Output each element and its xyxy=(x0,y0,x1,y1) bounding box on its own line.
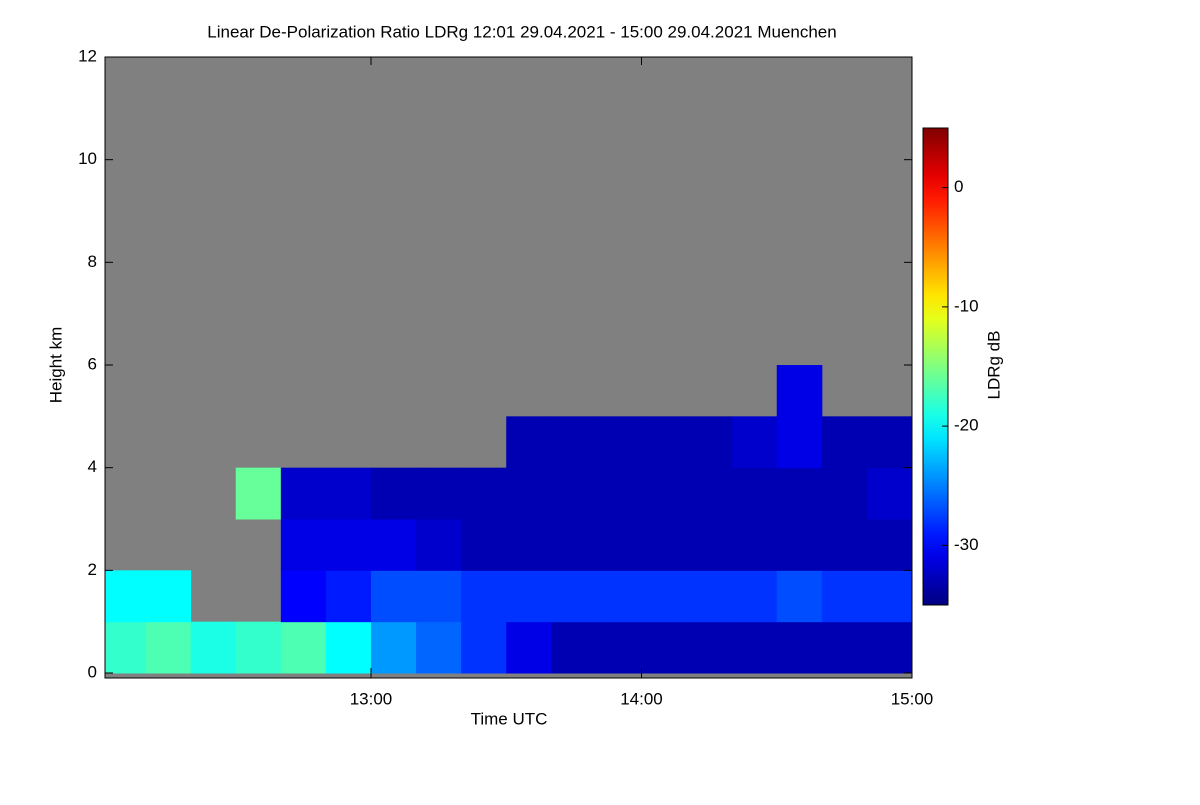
y-axis-label: Height km xyxy=(46,327,65,404)
heatmap-cell xyxy=(370,467,417,520)
heatmap-cell xyxy=(325,519,372,571)
colorbar xyxy=(922,127,949,606)
heatmap-cell xyxy=(776,365,823,417)
heatmap-cell xyxy=(370,519,417,571)
heatmap-cell xyxy=(686,467,733,520)
y-tick-label: 2 xyxy=(88,560,97,579)
heatmap-cell xyxy=(370,570,417,623)
colorbar-tick-label: -20 xyxy=(954,416,979,435)
heatmap-cell xyxy=(325,467,372,520)
heatmap-cell xyxy=(776,467,823,520)
y-tick-label: 4 xyxy=(88,457,97,476)
heatmap-cell xyxy=(145,570,192,623)
heatmap-cell xyxy=(145,621,192,674)
heatmap-cell xyxy=(821,519,868,571)
colorbar-label: LDRg dB xyxy=(984,331,1003,400)
heatmap-cell xyxy=(461,570,507,623)
heatmap-cell xyxy=(506,570,552,623)
heatmap-cell xyxy=(866,570,913,623)
heatmap-cell xyxy=(190,621,237,674)
heatmap-cell xyxy=(731,621,778,674)
heatmap-cell xyxy=(506,416,552,469)
heatmap-cell xyxy=(776,621,823,674)
heatmap-cell xyxy=(641,519,688,571)
heatmap-cell xyxy=(731,467,778,520)
heatmap-cell xyxy=(105,621,147,674)
heatmap-cell xyxy=(641,416,688,469)
colorbar-tick-label: -10 xyxy=(954,296,979,315)
heatmap-cell xyxy=(105,570,147,623)
heatmap-cell xyxy=(416,621,462,674)
heatmap-cell xyxy=(280,621,327,674)
heatmap-cell xyxy=(325,570,372,623)
y-tick-label: 10 xyxy=(78,149,97,168)
heatmap-cell xyxy=(280,519,327,571)
x-tick-label: 14:00 xyxy=(620,689,663,708)
heatmap-cell xyxy=(461,519,507,571)
heatmap-cell xyxy=(551,416,597,469)
heatmap-cell xyxy=(821,570,868,623)
heatmap-cell xyxy=(596,519,642,571)
heatmap-cell xyxy=(866,621,913,674)
heatmap-cell xyxy=(866,519,913,571)
heatmap-cell xyxy=(686,519,733,571)
x-tick-label: 13:00 xyxy=(350,689,393,708)
heatmap-cell xyxy=(596,416,642,469)
heatmap-cell xyxy=(686,570,733,623)
heatmap-cell xyxy=(551,570,597,623)
heatmap-cell xyxy=(551,519,597,571)
heatmap-cell xyxy=(776,416,823,469)
y-tick-label: 0 xyxy=(88,662,97,681)
heatmap-cell xyxy=(776,570,823,623)
heatmap-cell xyxy=(641,621,688,674)
heatmap-cell xyxy=(821,467,868,520)
heatmap-cell xyxy=(416,467,462,520)
heatmap-cell xyxy=(641,570,688,623)
heatmap-cell xyxy=(235,621,282,674)
heatmap-cell xyxy=(416,570,462,623)
heatmap-cell xyxy=(596,621,642,674)
heatmap-cell xyxy=(280,467,327,520)
heatmap-cell xyxy=(461,621,507,674)
heatmap-cell xyxy=(866,467,913,520)
colorbar-tick-label: 0 xyxy=(954,177,963,196)
chart-title: Linear De-Polarization Ratio LDRg 12:01 … xyxy=(207,22,836,41)
heatmap-cell xyxy=(596,570,642,623)
heatmap-cell xyxy=(461,467,507,520)
heatmap-cell xyxy=(506,621,552,674)
heatmap-cell xyxy=(370,621,417,674)
y-tick-label: 8 xyxy=(88,252,97,271)
heatmap-cell xyxy=(280,570,327,623)
y-tick-label: 12 xyxy=(78,46,97,65)
heatmap-cell xyxy=(731,519,778,571)
heatmap-cell xyxy=(686,621,733,674)
x-axis-label: Time UTC xyxy=(471,709,548,728)
heatmap-cell xyxy=(235,467,282,520)
heatmap-cell xyxy=(506,519,552,571)
colorbar-tick-label: -30 xyxy=(954,535,979,554)
heatmap-cell xyxy=(776,519,823,571)
plot-frame xyxy=(104,56,913,679)
heatmap-cell xyxy=(551,621,597,674)
heatmap-cell xyxy=(821,621,868,674)
heatmap-cell xyxy=(821,416,868,469)
heatmap-cell xyxy=(731,416,778,469)
heatmap-cell xyxy=(416,519,462,571)
heatmap-cell xyxy=(596,467,642,520)
heatmap-cell xyxy=(686,416,733,469)
heatmap-cell xyxy=(551,467,597,520)
heatmap-cell xyxy=(866,416,913,469)
heatmap-cell xyxy=(325,621,372,674)
heatmap-cell xyxy=(731,570,778,623)
heatmap-cell xyxy=(506,467,552,520)
heatmap-cell xyxy=(641,467,688,520)
x-tick-label: 15:00 xyxy=(891,689,934,708)
y-tick-label: 6 xyxy=(88,354,97,373)
